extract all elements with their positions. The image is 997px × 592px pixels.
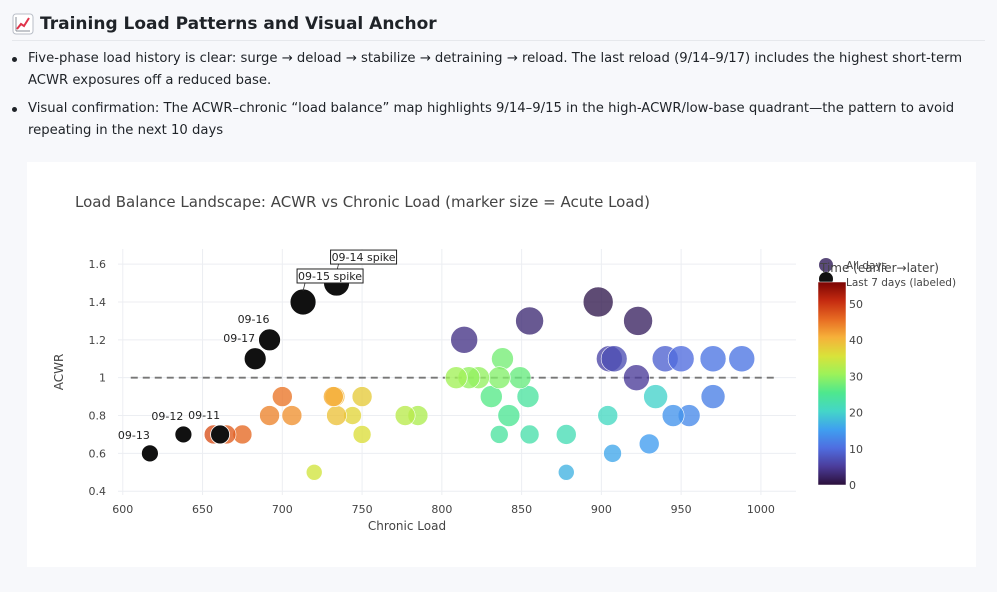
data-point: [508, 366, 532, 389]
page-title: Training Load Patterns and Visual Anchor: [40, 14, 437, 34]
data-point: [489, 425, 509, 444]
colorbar-tick-label: 40: [849, 334, 863, 347]
data-point: [623, 364, 650, 391]
colorbar-title: Time (earlier→later): [819, 261, 939, 275]
x-tick-label: 850: [511, 503, 532, 516]
y-tick-label: 1.4: [89, 296, 107, 309]
data-point: [450, 326, 478, 354]
point-annotation-label: 09-12: [151, 410, 183, 423]
data-point: [643, 384, 668, 409]
colorbar-tick-label: 20: [849, 407, 863, 420]
data-point: [351, 386, 373, 407]
chart-increasing-icon: [12, 13, 34, 35]
colorbar-tick-label: 0: [849, 479, 856, 492]
insight-item: Visual confirmation: The ACWR–chronic “l…: [12, 98, 993, 142]
legend-marker-all-days: [819, 258, 833, 272]
recent-data-point: [141, 444, 159, 463]
data-point: [394, 405, 416, 426]
recent-data-point: [210, 424, 230, 445]
y-axis-label: ACWR: [52, 354, 66, 391]
data-point: [515, 306, 544, 336]
point-annotation-label: 09-15 spike: [298, 270, 362, 283]
data-point: [728, 345, 756, 373]
y-tick-label: 0.6: [89, 447, 107, 460]
recent-data-point: [258, 328, 281, 352]
data-point: [638, 433, 660, 455]
data-point: [597, 405, 619, 426]
data-point: [600, 345, 628, 373]
recent-data-point: [289, 288, 317, 316]
point-annotation-label: 09-17: [223, 332, 255, 345]
colorbar-tick-label: 30: [849, 370, 863, 383]
chart-title: Load Balance Landscape: ACWR vs Chronic …: [75, 193, 650, 211]
data-point: [444, 366, 468, 389]
chart-card: Load Balance Landscape: ACWR vs Chronic …: [27, 162, 976, 567]
page-header: Training Load Patterns and Visual Anchor: [12, 8, 985, 41]
y-tick-label: 1: [99, 372, 106, 385]
recent-data-point: [174, 425, 193, 444]
point-annotation-label: 09-11: [188, 409, 220, 422]
point-annotation-label: 09-16: [238, 313, 270, 326]
annotation-box: [330, 249, 398, 265]
data-point: [272, 386, 293, 407]
y-tick-label: 1.2: [89, 334, 107, 347]
data-point: [582, 286, 614, 318]
x-tick-label: 650: [192, 503, 213, 516]
data-point: [557, 463, 575, 481]
annotation-arrow: [302, 282, 306, 292]
data-point: [555, 424, 577, 445]
data-point: [623, 306, 653, 336]
data-point: [491, 347, 514, 371]
annotation-box: [296, 268, 364, 284]
legend-label-last-7-days: Last 7 days (labeled): [846, 277, 956, 289]
colorbar: [817, 281, 847, 486]
data-point: [305, 463, 323, 481]
recent-data-point: [243, 347, 267, 371]
data-point: [667, 345, 695, 373]
legend-label-all-days: All days: [846, 260, 887, 272]
data-point: [497, 404, 521, 427]
load-balance-chart: Load Balance Landscape: ACWR vs Chronic …: [52, 193, 956, 533]
y-tick-label: 0.8: [89, 410, 107, 423]
data-point: [487, 366, 511, 389]
x-tick-label: 600: [112, 503, 133, 516]
insight-item: Five-phase load history is clear: surge …: [12, 48, 993, 92]
data-point: [519, 424, 540, 445]
data-point: [603, 444, 622, 463]
point-annotation-label: 09-14 spike: [332, 251, 396, 264]
x-axis-label: Chronic Load: [368, 519, 446, 533]
colorbar-tick-label: 50: [849, 298, 863, 311]
data-point: [699, 345, 727, 373]
x-tick-label: 900: [591, 503, 612, 516]
x-tick-label: 700: [272, 503, 293, 516]
y-tick-label: 1.6: [89, 258, 107, 271]
x-tick-label: 1000: [747, 503, 775, 516]
data-point: [326, 405, 347, 426]
insight-list: Five-phase load history is clear: surge …: [10, 48, 993, 148]
colorbar-tick-label: 10: [849, 443, 863, 456]
data-point: [323, 386, 344, 407]
data-point: [700, 384, 726, 409]
data-point: [259, 405, 280, 426]
x-tick-label: 800: [431, 503, 452, 516]
point-annotation-label: 09-13: [118, 429, 150, 442]
x-tick-label: 750: [352, 503, 373, 516]
data-point: [281, 405, 303, 426]
y-tick-label: 0.4: [89, 485, 107, 498]
x-tick-label: 950: [671, 503, 692, 516]
data-point: [661, 404, 685, 427]
data-point: [352, 425, 372, 444]
